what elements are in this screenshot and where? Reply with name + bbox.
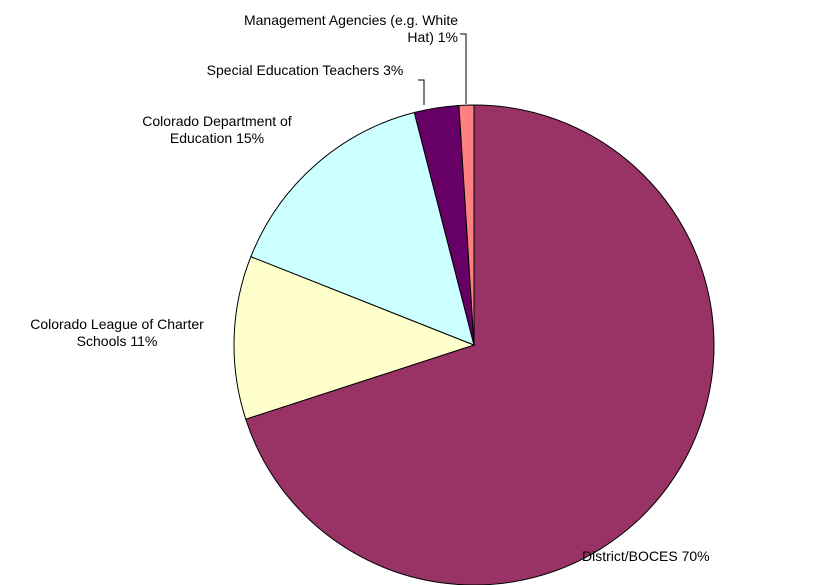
slice-label: Management Agencies (e.g. White Hat) 1% xyxy=(238,12,458,46)
leader-line xyxy=(418,79,425,105)
slice-label: Colorado League of Charter Schools 11% xyxy=(8,316,226,350)
slice-value: 3% xyxy=(383,62,404,78)
slice-label: District/BOCES 70% xyxy=(582,548,812,565)
slice-category: District/BOCES xyxy=(582,548,678,564)
pie-slice xyxy=(245,104,715,585)
leader-line xyxy=(460,33,467,104)
slice-label: Special Education Teachers 3% xyxy=(205,62,405,79)
slice-category: Special Education Teachers xyxy=(206,62,380,78)
slice-value: 15% xyxy=(236,130,265,146)
slice-category: Colorado Department of Education xyxy=(142,113,292,146)
slice-category: Colorado League of Charter Schools xyxy=(30,316,204,349)
slice-category: Management Agencies (e.g. White Hat) xyxy=(243,12,458,45)
slice-value: 1% xyxy=(437,29,458,45)
slice-value: 70% xyxy=(681,548,710,564)
slice-value: 11% xyxy=(130,333,158,349)
pie-slice xyxy=(250,111,475,346)
pie-slice xyxy=(458,104,475,346)
pie-slice xyxy=(233,256,476,420)
slice-label: Colorado Department of Education 15% xyxy=(122,113,312,147)
